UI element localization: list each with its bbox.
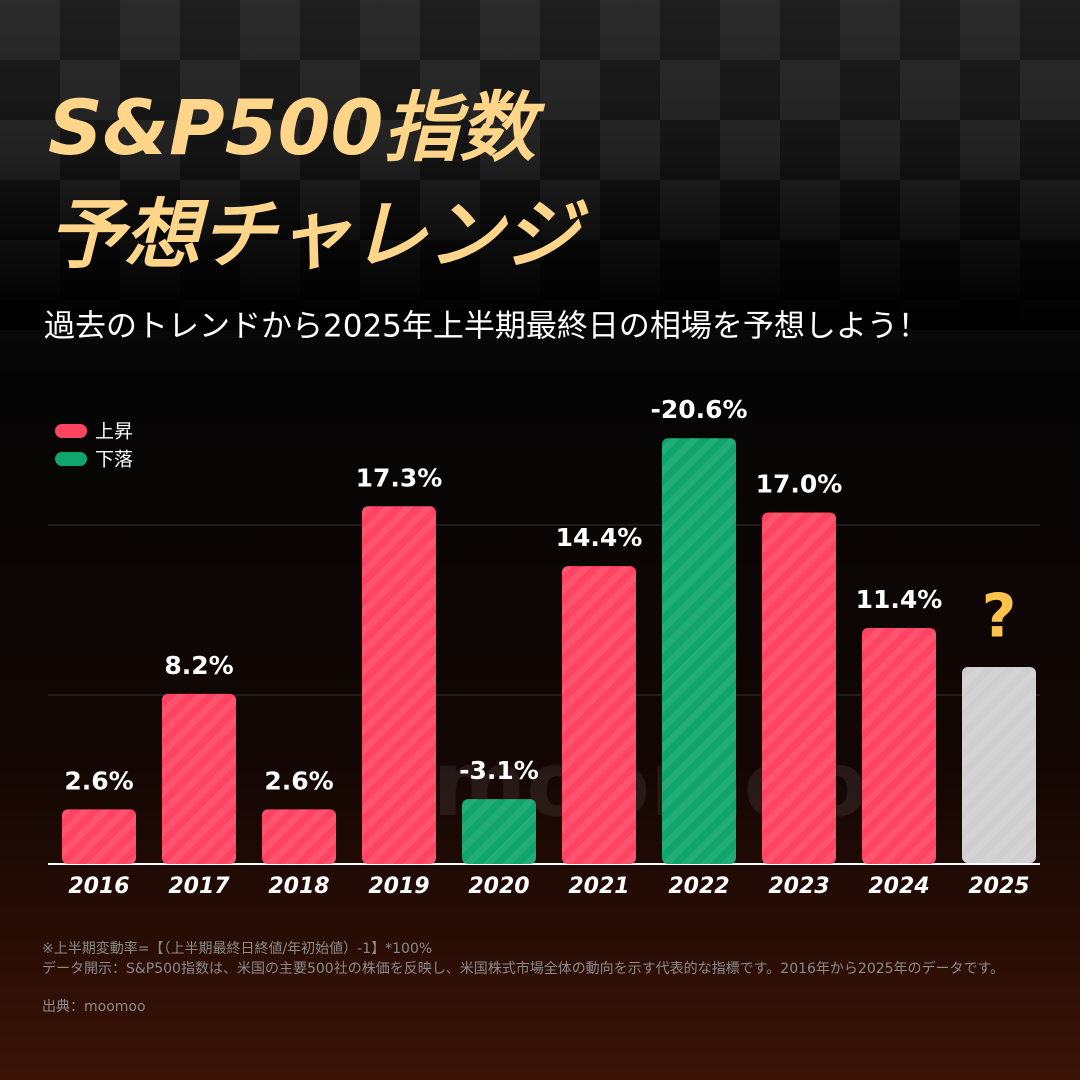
bar-stripes — [462, 799, 536, 864]
value-label: 2.6% — [64, 766, 133, 795]
value-label: 17.0% — [756, 469, 843, 498]
x-tick-label: 2024 — [868, 874, 929, 899]
placeholder-stripes — [962, 667, 1036, 863]
value-label: 2.6% — [264, 766, 333, 795]
x-tick-label: 2019 — [368, 874, 429, 899]
x-tick-label: 2022 — [668, 874, 729, 899]
value-label: -20.6% — [650, 395, 747, 424]
legend-swatch — [55, 452, 87, 466]
x-tick-label: 2020 — [468, 874, 529, 899]
bar-stripes — [62, 809, 136, 864]
note: ※上半期変動率=【（上半期最終日終値/年初始値）-1】*100% — [42, 941, 433, 957]
value-label: 17.3% — [356, 463, 443, 492]
x-tick-label: 2017 — [168, 874, 230, 899]
value-label: 8.2% — [164, 651, 233, 680]
value-label: 14.4% — [556, 523, 643, 552]
bar-stripes — [662, 438, 736, 864]
note: 出典：moomoo — [42, 999, 146, 1015]
value-label: -3.1% — [459, 756, 539, 785]
checker-fade — [0, 150, 1080, 330]
legend-label: 上昇 — [95, 421, 133, 443]
note: データ開示：S&P500指数は、米国の主要500社の株価を反映し、米国株式市場全… — [42, 961, 1005, 977]
x-tick-label: 2016 — [68, 874, 129, 899]
x-tick-label: 2025 — [968, 874, 1029, 899]
bar-stripes — [162, 693, 236, 864]
title: 予想チャレンジ — [48, 190, 589, 279]
legend-swatch — [55, 424, 87, 438]
subtitle: 過去のトレンドから2025年上半期最終日の相場を予想しよう！ — [44, 309, 929, 345]
value-label: ? — [982, 582, 1017, 652]
bar-stripes — [562, 566, 636, 864]
x-tick-label: 2021 — [568, 874, 629, 899]
bar-stripes — [762, 512, 836, 864]
value-label: 11.4% — [856, 585, 943, 614]
x-tick-label: 2023 — [768, 874, 829, 899]
legend-label: 下落 — [95, 449, 133, 471]
x-tick-label: 2018 — [268, 874, 329, 899]
title: S&P500指数 — [48, 83, 545, 172]
bar-stripes — [862, 627, 936, 864]
bar-stripes — [262, 809, 336, 864]
bar-stripes — [362, 506, 436, 864]
